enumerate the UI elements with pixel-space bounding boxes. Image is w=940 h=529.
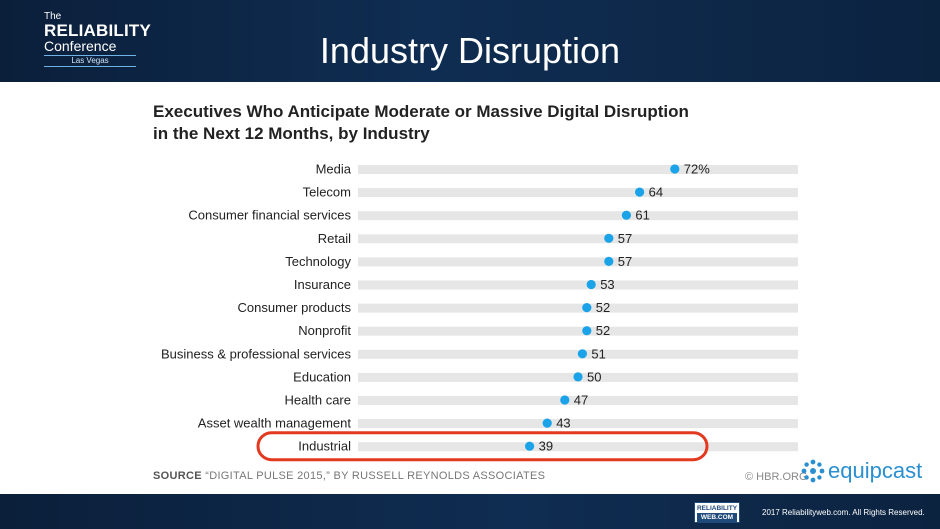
dot-industrial <box>525 441 535 451</box>
value-label-insurance: 53 <box>600 277 614 292</box>
logo-line-3: Conference <box>44 38 117 54</box>
category-label-consumer-financial-services: Consumer financial services <box>188 208 351 223</box>
track-health-care <box>358 396 798 405</box>
value-label-consumer-financial-services: 61 <box>635 208 649 223</box>
copyright-text: 2017 Reliabilityweb.com. All Rights Rese… <box>762 508 925 517</box>
source-label: SOURCE <box>153 470 202 482</box>
category-label-telecom: Telecom <box>303 185 351 200</box>
category-label-business-professional-services: Business & professional services <box>161 346 352 361</box>
chart-title: Executives Who Anticipate Moderate or Ma… <box>153 101 793 145</box>
value-label-telecom: 64 <box>649 185 663 200</box>
equipcast-wordmark: equipcast <box>828 458 923 483</box>
dot-asset-wealth-management <box>542 418 552 428</box>
dot-nonprofit <box>582 326 592 336</box>
track-asset-wealth-management <box>358 419 798 429</box>
source-text: “DIGITAL PULSE 2015,” BY RUSSELL REYNOLD… <box>205 470 546 482</box>
source-note: SOURCE “DIGITAL PULSE 2015,” BY RUSSELL … <box>153 470 545 482</box>
dot-health-care <box>560 395 570 405</box>
dot-consumer-products <box>582 303 592 313</box>
rw-logo-line-2: WEB.COM <box>697 513 737 522</box>
track-retail <box>358 234 798 244</box>
category-label-health-care: Health care <box>285 393 351 408</box>
category-label-insurance: Insurance <box>294 277 351 292</box>
dot-retail <box>604 233 614 243</box>
track-insurance <box>358 280 798 290</box>
value-label-health-care: 47 <box>574 393 588 408</box>
category-label-nonprofit: Nonprofit <box>298 323 351 338</box>
value-label-education: 50 <box>587 369 601 384</box>
value-label-nonprofit: 52 <box>596 323 610 338</box>
dot-education <box>573 372 583 382</box>
category-label-consumer-products: Consumer products <box>238 300 352 315</box>
value-label-retail: 57 <box>618 231 632 246</box>
value-label-business-professional-services: 51 <box>591 346 605 361</box>
chart-title-line-2: in the Next 12 Months, by Industry <box>153 124 430 143</box>
logo-line-1: The <box>44 11 62 22</box>
dot-media <box>670 164 680 174</box>
logo-line-2: RELIABILITY <box>44 21 152 40</box>
dot-business-professional-services <box>577 349 588 359</box>
dot-technology <box>604 256 614 266</box>
value-label-asset-wealth-management: 43 <box>556 416 570 431</box>
slide-title: Industry Disruption <box>319 30 621 71</box>
category-label-retail: Retail <box>318 231 351 246</box>
rw-logo-line-1: RELIABILITY <box>696 505 738 512</box>
category-label-technology: Technology <box>285 254 351 269</box>
track-nonprofit <box>358 326 798 336</box>
equipcast-brand: equipcast <box>800 458 922 484</box>
category-label-industrial: Industrial <box>298 439 351 454</box>
highlight-outline <box>256 431 709 462</box>
reliabilityweb-logo: RELIABILITY WEB.COM <box>694 502 740 523</box>
dot-consumer-financial-services <box>621 210 632 220</box>
dot-telecom <box>635 187 645 197</box>
header-bar: The RELIABILITY Conference Las Vegas Ind… <box>0 0 940 82</box>
track-telecom <box>358 188 798 198</box>
value-label-consumer-products: 52 <box>596 300 610 315</box>
chart-title-line-1: Executives Who Anticipate Moderate or Ma… <box>153 102 689 121</box>
hbr-credit: © HBR.ORG <box>745 471 808 483</box>
reliability-conference-logo: The RELIABILITY Conference Las Vegas <box>44 12 151 67</box>
category-label-media: Media <box>316 162 352 177</box>
category-label-education: Education <box>293 369 351 384</box>
track-media <box>358 165 798 174</box>
value-label-media: 72% <box>684 162 710 177</box>
dot-insurance <box>586 279 596 290</box>
value-label-industrial: 39 <box>539 439 553 454</box>
track-consumer-products <box>358 303 798 313</box>
category-label-asset-wealth-management: Asset wealth management <box>198 416 352 431</box>
value-label-technology: 57 <box>618 254 632 269</box>
equipcast-logo-icon <box>801 459 825 483</box>
logo-line-4: Las Vegas <box>44 55 136 67</box>
track-technology <box>358 257 798 267</box>
track-industrial <box>358 442 798 452</box>
footer-bar <box>0 494 940 529</box>
track-consumer-financial-services <box>358 211 798 221</box>
